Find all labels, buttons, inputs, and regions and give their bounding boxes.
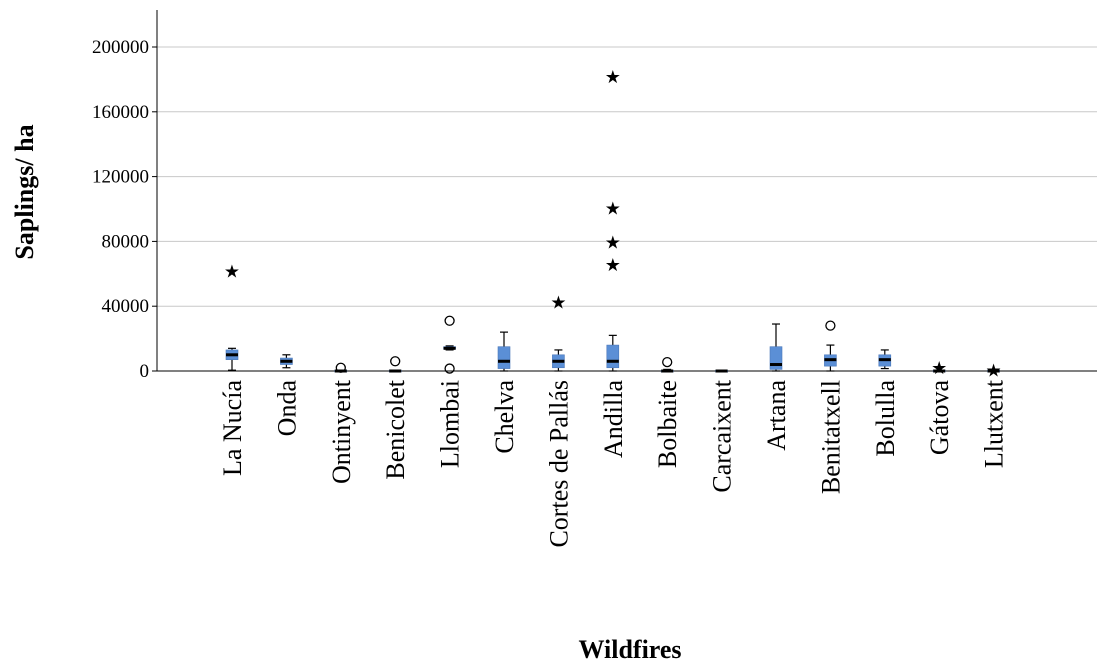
category-label: Carcaixent — [708, 379, 737, 492]
category-label: Bolulla — [871, 380, 900, 457]
axes — [156, 10, 1097, 372]
extreme-point: ★ — [605, 232, 621, 253]
box-group — [497, 331, 511, 372]
box-group — [878, 349, 892, 370]
outlier-point — [444, 363, 455, 374]
extreme-point: ★ — [931, 358, 947, 379]
box-group — [715, 369, 728, 373]
outlier-point — [390, 356, 401, 367]
y-axis-title: Saplings/ ha — [10, 124, 39, 259]
extreme-point: ★ — [550, 292, 566, 313]
extreme-point: ★ — [605, 198, 621, 219]
box-group: ★★★★ — [605, 67, 621, 372]
category-label: Llutxent — [980, 379, 1009, 468]
category-label: Andilla — [599, 380, 628, 458]
category-label: La Nucía — [218, 380, 247, 476]
category-label: Gátova — [925, 380, 954, 456]
category-label: Onda — [272, 380, 301, 437]
outlier-point — [825, 320, 836, 331]
box-group — [443, 315, 456, 374]
box-group — [388, 356, 402, 373]
boxes: ★★★★★★★ ★ — [224, 67, 1002, 381]
category-label: Artana — [762, 380, 791, 451]
category-labels: La Nucía Onda Ontinyent Benicolet Llombai Che… — [218, 379, 1009, 547]
y-tick-label: 200000 — [92, 37, 149, 58]
box-group: ★ — [550, 292, 566, 372]
outlier-point — [335, 362, 346, 373]
x-axis-title: Wildfires — [578, 635, 681, 664]
category-label: Bolbaite — [653, 380, 682, 468]
extreme-point: ★ — [605, 67, 621, 88]
outlier-point — [662, 356, 673, 368]
y-tick-label: 80000 — [102, 231, 150, 252]
y-tick-label: 40000 — [102, 296, 150, 317]
box-group — [660, 356, 674, 373]
y-tick-label: 120000 — [92, 167, 149, 188]
extreme-point: ★ — [605, 255, 621, 276]
gridlines — [157, 46, 1097, 307]
category-label: Ontinyent — [327, 379, 356, 484]
extreme-point: ★ — [986, 360, 1002, 381]
box-group: ★ — [931, 358, 947, 379]
category-label: Benitatxell — [816, 380, 845, 494]
category-label: Chelva — [490, 380, 519, 454]
box-group: ★ — [224, 262, 240, 371]
box-group — [824, 320, 837, 372]
box-group — [769, 323, 783, 372]
box-group — [280, 354, 293, 369]
extreme-point: ★ — [224, 262, 240, 283]
box-group: ★ — [986, 360, 1002, 381]
box — [606, 344, 620, 369]
category-label: Benicolet — [381, 379, 410, 479]
y-tick-label: 0 — [140, 361, 150, 382]
y-tick-labels: 0 40000 80000 120000 160000 200000 — [92, 37, 157, 382]
category-label: Cortes de Pallás — [544, 380, 573, 548]
outlier-point — [444, 315, 455, 326]
box — [497, 346, 511, 369]
box-group — [334, 362, 348, 373]
y-tick-label: 160000 — [92, 102, 149, 123]
category-label: Llombai — [436, 380, 465, 468]
